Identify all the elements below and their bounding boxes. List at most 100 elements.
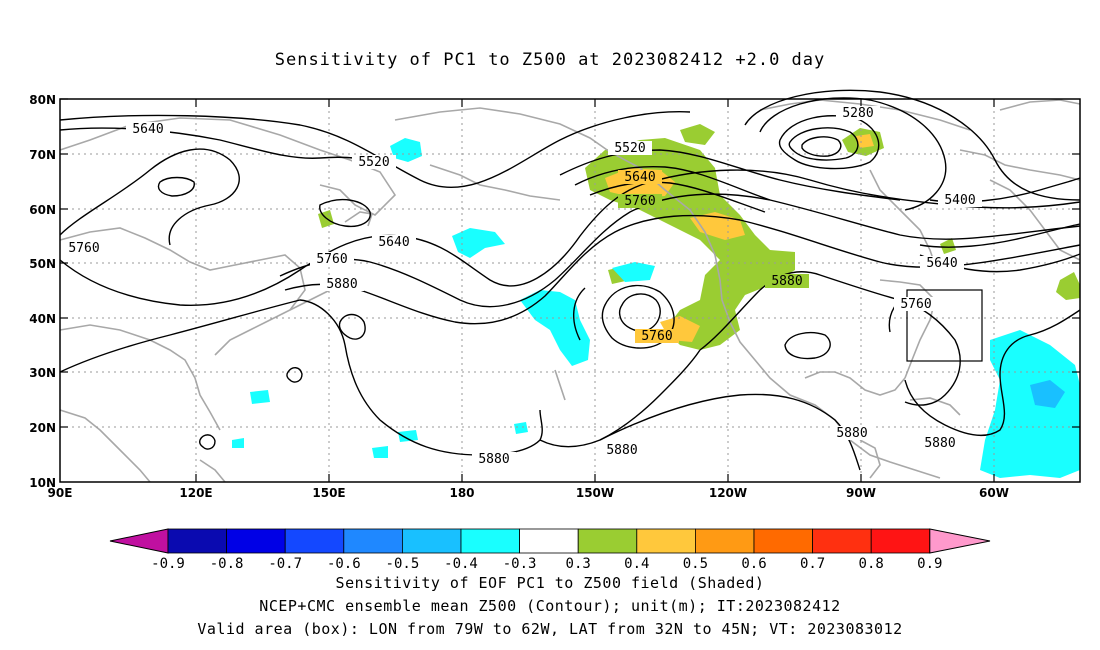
contour-label: 5880 [830, 426, 874, 441]
graticule [60, 99, 1080, 482]
svg-text:5520: 5520 [614, 141, 645, 156]
contour-label: 5760 [894, 297, 938, 312]
lon-label: 150W [576, 486, 614, 500]
colorbar-end-neg [109, 528, 169, 554]
svg-text:5880: 5880 [924, 436, 955, 451]
footer-line-2: NCEP+CMC ensemble mean Z500 (Contour); u… [259, 597, 841, 615]
latitude-labels: 80N 70N 60N 50N 40N 30N 20N 10N [29, 93, 56, 490]
svg-text:5280: 5280 [842, 106, 873, 121]
lon-label: 180 [449, 486, 474, 500]
axis-ticks [60, 98, 1080, 482]
colorbar-label: -0.5 [386, 556, 420, 572]
footer-line-1: Sensitivity of EOF PC1 to Z500 field (Sh… [335, 574, 765, 592]
colorbar-label: -0.3 [503, 556, 537, 572]
lon-label: 90E [48, 486, 73, 500]
contour-label: 5640 [126, 122, 170, 137]
svg-text:5640: 5640 [132, 122, 163, 137]
shade-negative-region [452, 228, 505, 258]
contour-label: 5760 [618, 194, 662, 209]
colorbar-label: -0.4 [444, 556, 478, 572]
colorbar-label: 0.4 [624, 556, 649, 572]
lat-label: 40N [29, 312, 56, 326]
contour-label: 5640 [920, 256, 964, 271]
lon-label: 120W [709, 486, 747, 500]
colorbar-label: -0.7 [268, 556, 302, 572]
svg-text:5880: 5880 [771, 274, 802, 289]
colorbar-label: 0.5 [683, 556, 708, 572]
lon-label: 90W [846, 486, 876, 500]
colorbar-end-pos [929, 528, 991, 554]
colorbar-label: -0.9 [151, 556, 185, 572]
longitude-labels: 90E 120E 150E 180 150W 120W 90W 60W [48, 486, 1009, 500]
shade-positive-region [1056, 272, 1080, 300]
z500-contours [59, 89, 1081, 471]
colorbar-label: 0.9 [917, 556, 942, 572]
contour-label: 5280 [836, 106, 880, 121]
lat-label: 30N [29, 366, 56, 380]
map-title: Sensitivity of PC1 to Z500 at 2023082412… [274, 50, 826, 70]
contour-label: 5880 [320, 277, 364, 292]
svg-text:5400: 5400 [944, 193, 975, 208]
svg-text:5760: 5760 [624, 194, 655, 209]
colorbar-cell [870, 528, 931, 554]
lat-label: 60N [29, 203, 56, 217]
colorbar-label: -0.6 [327, 556, 361, 572]
lon-label: 150E [312, 486, 345, 500]
colorbar-cell [577, 528, 638, 554]
colorbar-cell [753, 528, 813, 554]
svg-text:5760: 5760 [316, 252, 347, 267]
lat-label: 70N [29, 148, 56, 162]
lon-label: 120E [179, 486, 212, 500]
svg-text:5760: 5760 [900, 297, 931, 312]
shade-negative-region [250, 390, 270, 404]
colorbar-cell [636, 528, 696, 554]
contour-label: 5760 [310, 252, 354, 267]
colorbar-labels: -0.9 -0.8 -0.7 -0.6 -0.5 -0.4 -0.3 0.3 0… [151, 556, 942, 572]
map-panel: 80N 70N 60N 50N 40N 30N 20N 10N 90E 120E… [0, 0, 1081, 500]
sensitivity-shading [232, 124, 1080, 478]
svg-text:5880: 5880 [478, 452, 509, 467]
colorbar-cell [167, 528, 227, 554]
valid-area-box [906, 289, 983, 362]
colorbar: -0.9 -0.8 -0.7 -0.6 -0.5 -0.4 -0.3 0.3 0… [109, 528, 991, 572]
colorbar-label: 0.8 [859, 556, 884, 572]
shade-negative-region [390, 138, 422, 162]
svg-text:5880: 5880 [606, 443, 637, 458]
shade-negative-region [612, 262, 655, 282]
colorbar-cell [343, 528, 403, 554]
colorbar-cell [519, 528, 579, 554]
contour-label: 5880 [600, 443, 644, 458]
lon-label: 60W [979, 486, 1009, 500]
svg-text:5760: 5760 [68, 241, 99, 256]
shade-negative-region [398, 430, 418, 442]
contour-label: 5520 [352, 155, 396, 170]
colorbar-cell [460, 528, 520, 554]
contour-label: 5760 [635, 329, 679, 344]
svg-text:5640: 5640 [624, 170, 655, 185]
colorbar-cell [812, 528, 872, 554]
contour-label: 5640 [372, 235, 416, 250]
contour-label: 5880 [765, 274, 809, 289]
svg-text:5640: 5640 [378, 235, 409, 250]
colorbar-label: 0.7 [800, 556, 825, 572]
contour-label: 5640 [618, 170, 662, 185]
svg-text:5640: 5640 [926, 256, 957, 271]
contour-labels: 5640 5520 5760 5640 5760 5880 5520 5640 … [0, 0, 982, 467]
shade-positive-high [856, 134, 874, 148]
lat-label: 80N [29, 93, 56, 107]
shade-negative-high [1030, 380, 1065, 408]
shade-positive-region [940, 238, 956, 254]
shade-negative-region [520, 290, 590, 366]
contour-label: 5880 [918, 436, 962, 451]
colorbar-cell [401, 528, 462, 554]
lat-label: 10N [29, 476, 56, 490]
lat-label: 20N [29, 421, 56, 435]
colorbar-cell [284, 528, 345, 554]
shade-positive-region [680, 124, 715, 145]
contour-label: 5880 [0, 0, 16, 4]
colorbar-label: 0.3 [566, 556, 591, 572]
colorbar-label: 0.6 [741, 556, 766, 572]
contour-label: 5400 [938, 193, 982, 208]
shade-negative-region [514, 422, 528, 434]
